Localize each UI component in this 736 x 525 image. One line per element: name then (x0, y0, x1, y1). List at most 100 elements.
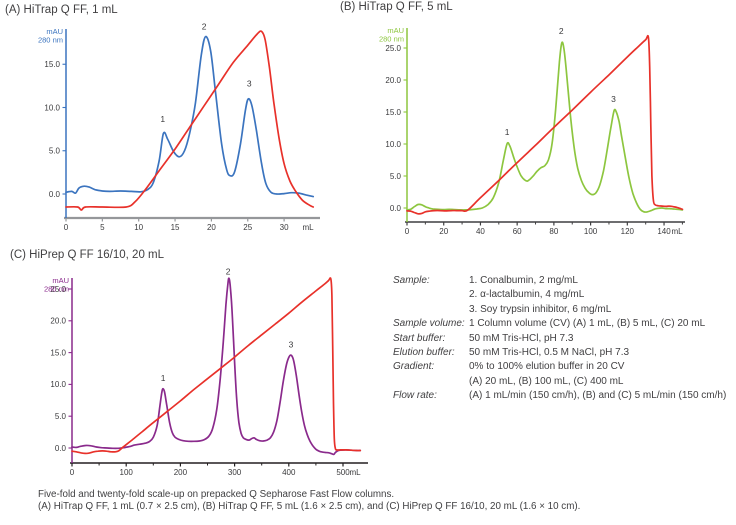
y-tick-label: 15.0 (44, 60, 60, 69)
x-tick-label: 80 (549, 227, 558, 236)
y-axis-wavelength-label: 280 nm (38, 36, 63, 45)
info-value: 2. α-lactalbumin, 4 mg/mL (469, 289, 585, 301)
y-tick-label: 20.0 (50, 317, 66, 326)
x-tick-label: 10 (134, 223, 143, 232)
chart-a-series-gradient (65, 30, 315, 211)
x-tick-label: 40 (476, 227, 485, 236)
info-row: Start buffer: 50 mM Tris-HCl, pH 7.3 (393, 332, 735, 346)
y-tick-label: 5.0 (390, 172, 402, 181)
info-value: 3. Soy trypsin inhibitor, 6 mg/mL (469, 303, 612, 315)
y-tick-label: 0.0 (55, 444, 67, 453)
x-tick-label: 100 (120, 468, 134, 477)
chart-b-title: (B) HiTrap Q FF, 5 mL (340, 1, 453, 13)
y-axis-unit-label: mAU (52, 276, 69, 285)
info-value: 50 mM Tris-HCl, pH 7.3 (469, 332, 574, 344)
y-tick-label: 5.0 (55, 412, 67, 421)
y-axis-wavelength-label: 280 nm (379, 35, 404, 44)
y-axis-unit-label: mAU (46, 27, 63, 36)
y-tick-label: 10.0 (50, 380, 66, 389)
x-tick-label: 120 (621, 227, 635, 236)
info-value: 1 Column volume (CV) (A) 1 mL, (B) 5 mL,… (469, 318, 706, 330)
info-label: Start buffer: (393, 332, 446, 344)
info-value: 1. Conalbumin, 2 mg/mL (469, 275, 578, 286)
info-row: Sample volume: 1 Column volume (CV) (A) 1… (393, 317, 735, 331)
y-tick-label: 10.0 (44, 103, 60, 112)
info-label (393, 288, 469, 302)
y-tick-label: 15.0 (385, 108, 401, 117)
x-tick-label: 0 (70, 468, 75, 477)
y-tick-label: 15.0 (50, 348, 66, 357)
y-tick-label: 0.0 (49, 190, 61, 199)
run-conditions-block: Sample: 1. Conalbumin, 2 mg/mL 2. α-lacta… (393, 274, 735, 404)
peak-label-2: 2 (202, 22, 207, 32)
info-row: 2. α-lactalbumin, 4 mg/mL (393, 288, 735, 302)
info-row: Flow rate: (A) 1 mL/min (150 cm/h), (B) a… (393, 389, 735, 403)
x-unit-label: mL (302, 223, 314, 232)
chart-b-series-uv-280nm (406, 41, 684, 213)
x-tick-label: 140 (657, 227, 671, 236)
x-tick-label: 400 (282, 468, 296, 477)
peak-label-3: 3 (247, 79, 252, 89)
chart-panel-c: 0 100 200 300 400 500 mL 0.0 5.0 10.0 15.0 20.0 25.0… (0, 245, 400, 482)
chart-c-series-uv-280nm (71, 277, 362, 456)
info-value: (A) 20 mL, (B) 100 mL, (C) 400 mL (469, 375, 624, 387)
info-row: 3. Soy trypsin inhibitor, 6 mg/mL (393, 303, 735, 317)
peak-label-1: 1 (505, 127, 510, 137)
info-row: Sample: 1. Conalbumin, 2 mg/mL (393, 274, 735, 288)
y-tick-label: 25.0 (385, 44, 401, 53)
y-tick-label: 10.0 (385, 140, 401, 149)
y-tick-label: 25.0 (50, 285, 66, 294)
caption-line-1: Five-fold and twenty-fold scale-up on pr… (38, 489, 395, 500)
x-tick-label: 25 (243, 223, 252, 232)
chart-panel-b: 0 20 40 60 80 100 120 140 mL 0.0 5.0 10.0 15.0 20.0 25… (336, 0, 736, 240)
peak-label-2: 2 (226, 266, 231, 276)
info-label: Flow rate: (393, 390, 437, 402)
x-tick-label: 100 (584, 227, 598, 236)
x-tick-label: 5 (100, 223, 105, 232)
x-tick-label: 200 (174, 468, 188, 477)
info-label (393, 375, 469, 389)
y-tick-label: 20.0 (385, 76, 401, 85)
y-tick-label: 0.0 (390, 204, 402, 213)
info-value: 0% to 100% elution buffer in 20 CV (469, 361, 625, 373)
chart-panel-a: 0 5 10 15 20 25 30 mL 0.0 5.0 10.0 15.0 mAU 280 nm 1 2 3… (0, 0, 340, 240)
info-row: (A) 20 mL, (B) 100 mL, (C) 400 mL (393, 375, 735, 389)
x-tick-label: 30 (280, 223, 289, 232)
caption-line-2: (A) HiTrap Q FF, 1 mL (0.7 × 2.5 cm), (B… (38, 500, 581, 512)
x-tick-label: 0 (405, 227, 410, 236)
chart-a-plot: 0 5 10 15 20 25 30 mL 0.0 5.0 10.0 15.0 mAU 280 nm 1 2 3 (0, 0, 340, 240)
info-label: Sample: (393, 275, 430, 286)
info-value: 50 mM Tris-HCl, 0.5 M NaCl, pH 7.3 (469, 347, 630, 359)
info-label: Gradient: (393, 361, 435, 373)
y-tick-label: 5.0 (49, 147, 61, 156)
info-label: Elution buffer: (393, 347, 455, 359)
chart-c-series-gradient (71, 277, 362, 455)
chart-b-plot: 0 20 40 60 80 100 120 140 mL 0.0 5.0 10.0 15.0 20.0 25… (336, 0, 736, 240)
chart-a-series-uv-280nm (65, 35, 315, 198)
peak-label-2: 2 (559, 26, 564, 36)
info-row: Gradient: 0% to 100% elution buffer in 20… (393, 360, 735, 374)
peak-label-3: 3 (611, 94, 616, 104)
chart-c-title: (C) HiPrep Q FF 16/10, 20 mL (10, 249, 165, 261)
chart-a-title: (A) HiTrap Q FF, 1 mL (5, 4, 118, 16)
x-tick-label: 60 (513, 227, 522, 236)
x-unit-label: mL (349, 468, 361, 477)
x-unit-label: mL (671, 227, 683, 236)
figure-caption: Five-fold and twenty-fold scale-up on pr… (38, 489, 733, 512)
x-tick-label: 300 (228, 468, 242, 477)
chart-b-series-gradient (406, 34, 684, 215)
info-row: Elution buffer: 50 mM Tris-HCl, 0.5 M NaC… (393, 346, 735, 360)
x-tick-label: 500 (336, 468, 350, 477)
peak-label-3: 3 (289, 340, 294, 350)
x-tick-label: 20 (207, 223, 216, 232)
chart-c-plot: 0 100 200 300 400 500 mL 0.0 5.0 10.0 15.0 20.0 25.0… (0, 245, 400, 482)
chart-c-canvas: 0 100 200 300 400 500 mL 0.0 5.0 10.0 15.0 20.0 25.0… (44, 266, 368, 477)
info-value: (A) 1 mL/min (150 cm/h), (B) and (C) 5 m… (469, 390, 727, 402)
peak-label-1: 1 (160, 114, 165, 124)
x-tick-label: 15 (171, 223, 180, 232)
chart-b-canvas: 0 20 40 60 80 100 120 140 mL 0.0 5.0 10.0 15.0 20.0 25… (379, 26, 685, 236)
x-tick-label: 20 (439, 227, 448, 236)
info-label (393, 303, 469, 317)
